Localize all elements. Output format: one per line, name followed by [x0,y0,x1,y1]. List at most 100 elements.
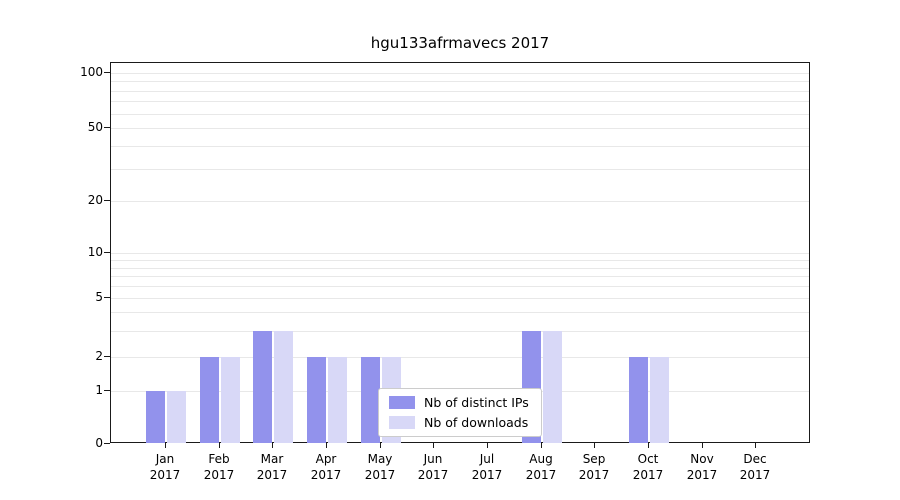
y-tick-mark [104,390,110,391]
x-tick-year: 2017 [417,468,449,482]
gridline [111,298,809,299]
gridline [111,276,809,277]
gridline [111,312,809,313]
gridline [111,146,809,147]
y-tick-mark [104,443,110,444]
legend: Nb of distinct IPs Nb of downloads [378,388,542,437]
x-tick-mark [702,443,703,448]
x-tick-month: May [367,452,393,466]
y-tick-label: 100 [80,65,103,79]
legend-label-distinct-ips: Nb of distinct IPs [424,395,529,410]
y-tick-label: 20 [87,193,103,207]
y-tick-mark [104,252,110,253]
y-tick-label: 0 [95,436,103,450]
gridline [111,268,809,269]
x-tick-label: Oct 2017 [613,451,683,483]
x-tick-label: Mar 2017 [237,451,307,483]
gridline [111,101,809,102]
y-tick-mark [104,127,110,128]
x-tick-year: 2017 [310,468,342,482]
x-tick-year: 2017 [632,468,664,482]
x-tick-mark [433,443,434,448]
y-tick-mark [104,72,110,73]
x-tick-month: Jan [155,452,175,466]
gridline [111,91,809,92]
legend-label-downloads: Nb of downloads [424,415,529,430]
y-tick-label: 10 [87,245,103,259]
gridline [111,357,809,358]
x-tick-mark [272,443,273,448]
chart-title: hgu133afrmavecs 2017 [370,34,550,52]
x-tick-year: 2017 [686,468,718,482]
bar-downloads-aug [543,331,562,443]
gridline [111,73,809,74]
gridline [111,114,809,115]
gridline [111,81,809,82]
x-tick-mark [380,443,381,448]
x-tick-year: 2017 [525,468,557,482]
x-tick-label: Dec 2017 [720,451,790,483]
x-tick-year: 2017 [578,468,610,482]
x-tick-label: Jan 2017 [130,451,200,483]
x-tick-mark [541,443,542,448]
x-tick-month: Aug [529,452,553,466]
x-tick-month: Dec [743,452,767,466]
x-tick-label: Jun 2017 [398,451,468,483]
x-tick-year: 2017 [203,468,235,482]
x-tick-month: Apr [315,452,337,466]
gridline [111,201,809,202]
x-tick-mark [326,443,327,448]
x-tick-month: Nov [690,452,714,466]
legend-swatch-distinct-ips [389,396,415,409]
x-tick-label: May 2017 [345,451,415,483]
y-tick-mark [104,297,110,298]
y-tick-label: 5 [95,290,103,304]
gridline [111,253,809,254]
x-tick-month: Mar [260,452,284,466]
plot-area [110,62,810,443]
x-tick-label: Nov 2017 [667,451,737,483]
gridline [111,169,809,170]
x-tick-month: Jun [423,452,443,466]
x-tick-month: Feb [208,452,230,466]
bar-distinct-ips-feb [200,357,219,443]
x-tick-label: Feb 2017 [184,451,254,483]
x-tick-year: 2017 [739,468,771,482]
x-tick-month: Oct [637,452,659,466]
legend-swatch-downloads [389,416,415,429]
y-tick-label: 2 [95,349,103,363]
x-tick-label: Jul 2017 [452,451,522,483]
x-tick-mark [648,443,649,448]
bar-distinct-ips-apr [307,357,326,443]
gridline [111,128,809,129]
x-tick-mark [755,443,756,448]
x-tick-label: Apr 2017 [291,451,361,483]
bar-downloads-oct [650,357,669,443]
bar-downloads-mar [274,331,293,443]
x-tick-mark [165,443,166,448]
gridline [111,331,809,332]
y-tick-label: 50 [87,120,103,134]
x-tick-mark [219,443,220,448]
y-tick-mark [104,356,110,357]
x-tick-year: 2017 [149,468,181,482]
x-tick-month: Jul [479,452,495,466]
y-tick-label: 1 [95,383,103,397]
legend-item-distinct-ips: Nb of distinct IPs [389,396,529,409]
legend-item-downloads: Nb of downloads [389,416,529,429]
x-tick-mark [487,443,488,448]
x-tick-label: Aug 2017 [506,451,576,483]
x-tick-year: 2017 [471,468,503,482]
gridline [111,260,809,261]
x-tick-label: Sep 2017 [559,451,629,483]
y-tick-mark [104,200,110,201]
bar-distinct-ips-mar [253,331,272,443]
bar-downloads-feb [221,357,240,443]
x-tick-month: Sep [582,452,606,466]
bar-downloads-jan [167,391,186,443]
gridline [111,286,809,287]
bar-distinct-ips-may [361,357,380,443]
x-tick-year: 2017 [364,468,396,482]
bar-distinct-ips-jan [146,391,165,443]
